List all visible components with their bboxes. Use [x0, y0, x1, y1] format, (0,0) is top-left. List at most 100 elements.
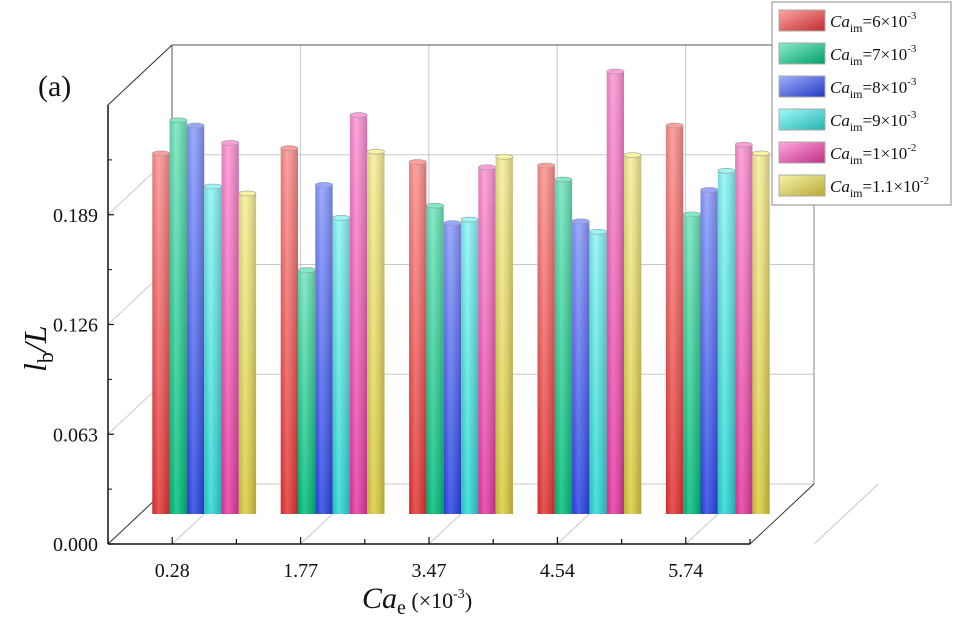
bar — [297, 267, 316, 514]
bar-shading — [752, 153, 770, 514]
bar-cap — [554, 176, 573, 183]
bar-shading — [367, 151, 385, 514]
bar — [589, 228, 607, 515]
bar-cap — [460, 216, 479, 223]
bar-cap — [717, 168, 736, 174]
bar-shading — [700, 189, 718, 514]
bar-cap — [408, 159, 427, 165]
bar-shading — [221, 142, 239, 514]
bar-cap — [332, 215, 351, 221]
legend-item: Caim=8×10-3 — [778, 75, 917, 101]
bar-shading — [572, 221, 590, 515]
axes: 0.000 0.063 0.126 0.189 0.28 1.77 3.47 4.54 5.74… — [17, 105, 751, 619]
frame-edge — [107, 44, 173, 106]
bar-cap — [682, 211, 701, 218]
bar-shading — [315, 184, 333, 514]
bar-shading — [495, 156, 513, 514]
bar — [443, 220, 462, 515]
bar-cap — [186, 122, 205, 129]
bar-cap — [606, 68, 625, 75]
panel-label: (a) — [38, 70, 71, 103]
legend-label: Caim=1×10-2 — [830, 142, 916, 167]
y-tick-label: 0.000 — [53, 534, 98, 556]
x-tick-label: 4.54 — [540, 560, 575, 582]
bar-shading — [443, 223, 461, 515]
bar — [752, 150, 770, 514]
bar-cap — [495, 154, 514, 160]
bar — [665, 122, 684, 515]
bar-cap — [700, 187, 719, 193]
bar — [623, 152, 642, 514]
bar-shading — [298, 270, 316, 514]
x-tick-label: 3.47 — [412, 560, 447, 582]
legend-label: Caim=6×10-3 — [830, 10, 917, 35]
bar — [682, 211, 701, 514]
bar — [495, 154, 514, 514]
bar-cap — [221, 140, 240, 146]
bar-cap — [426, 202, 444, 209]
bar-cap — [297, 267, 316, 273]
bar-shading — [735, 144, 753, 514]
bar — [734, 141, 753, 514]
bar — [152, 150, 170, 514]
bar-shading — [349, 115, 368, 515]
legend-label: Caim=8×10-3 — [830, 76, 917, 101]
bar-shading — [238, 193, 257, 514]
bar-cap — [623, 152, 642, 158]
bar-cap — [280, 145, 299, 151]
bar-shading — [409, 162, 427, 514]
bar-shading — [461, 219, 479, 515]
bar-shading — [478, 167, 496, 515]
bar-cap — [443, 220, 462, 226]
bar — [280, 145, 299, 514]
bar-shading — [589, 231, 607, 515]
y-tick-label: 0.126 — [53, 315, 98, 337]
bar-shading — [537, 165, 555, 515]
bar — [203, 183, 222, 514]
bar-cap — [571, 218, 590, 225]
bar-shading — [152, 153, 170, 514]
legend-label: Caim=7×10-3 — [830, 43, 917, 68]
x-tick-label: 5.74 — [668, 560, 703, 582]
bar — [700, 187, 719, 514]
legend-swatch — [778, 9, 826, 32]
bar-shading — [554, 179, 573, 514]
legend-swatch — [778, 42, 826, 65]
bar-cap — [349, 112, 368, 118]
bar-cap — [203, 183, 222, 190]
bar-cap — [315, 181, 333, 188]
bar — [426, 202, 444, 514]
bar — [408, 159, 427, 514]
legend-item: Caim=7×10-3 — [778, 42, 917, 68]
legend-item: Caim=1×10-2 — [778, 141, 916, 167]
bar — [717, 168, 736, 515]
bar-shading — [717, 170, 736, 515]
y-tick-label: 0.189 — [53, 205, 98, 227]
legend-swatch — [778, 174, 826, 197]
bar — [554, 176, 573, 514]
bar-shading — [606, 71, 624, 515]
legend-item: Caim=6×10-3 — [778, 9, 917, 35]
bar — [332, 215, 351, 514]
floor-gridline — [813, 483, 879, 545]
bar — [186, 122, 205, 515]
bar-shading — [169, 120, 187, 515]
bar — [169, 117, 188, 515]
bar-cap — [589, 228, 607, 235]
frame-edge — [749, 483, 815, 545]
bar-cap — [478, 164, 496, 171]
legend-swatch — [778, 75, 826, 98]
y-axis-label: lb/L — [17, 325, 58, 372]
bar-shading — [204, 186, 222, 514]
x-tick-label: 0.28 — [155, 560, 190, 582]
bar-shading — [280, 148, 298, 514]
bar — [315, 181, 333, 514]
bar-cap — [665, 122, 684, 129]
bar-shading — [665, 125, 684, 515]
bar — [537, 162, 556, 515]
bar-cap — [366, 148, 385, 155]
legend-item: Caim=9×10-3 — [778, 108, 917, 134]
bar — [366, 148, 385, 514]
legend-swatch — [778, 108, 826, 131]
bar — [606, 68, 625, 515]
